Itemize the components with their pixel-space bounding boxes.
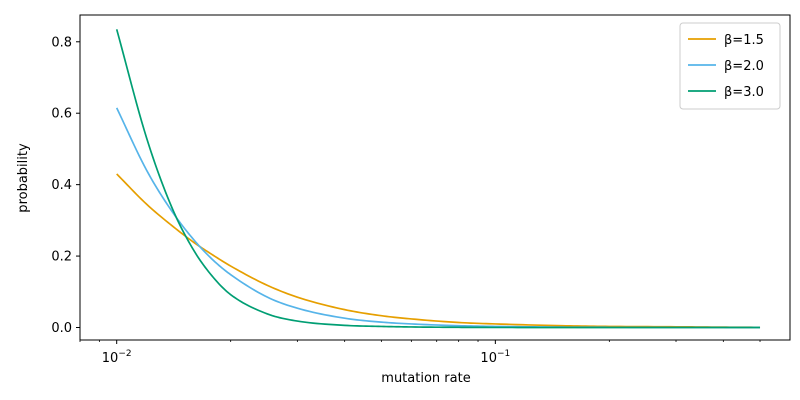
x-tick-label: 10−2 bbox=[102, 349, 132, 366]
y-tick-label: 0.8 bbox=[51, 35, 72, 50]
legend: β=1.5 β=2.0 β=3.0 bbox=[679, 22, 781, 110]
legend-label: β=3.0 bbox=[724, 85, 764, 100]
series-line-1 bbox=[115, 107, 761, 329]
x-tick-label: 10−1 bbox=[480, 349, 510, 366]
plot-frame bbox=[79, 14, 791, 341]
y-tick-label: 0.2 bbox=[51, 250, 72, 265]
x-tick-exponent: −1 bbox=[497, 349, 510, 359]
y-ticks: 0.0 0.2 0.4 0.6 0.8 bbox=[51, 35, 80, 336]
x-ticks: 10−2 10−1 bbox=[79, 340, 761, 366]
x-tick-base: 10 bbox=[480, 351, 497, 366]
plot-lines bbox=[115, 29, 761, 329]
y-tick-label: 0.6 bbox=[51, 107, 72, 122]
series-line-2 bbox=[115, 29, 761, 329]
series-line-0 bbox=[116, 173, 761, 329]
legend-label: β=1.5 bbox=[724, 33, 764, 48]
legend-label: β=2.0 bbox=[724, 59, 764, 74]
y-tick-label: 0.0 bbox=[51, 321, 72, 336]
y-tick-label: 0.4 bbox=[51, 178, 72, 193]
y-axis-label: probability bbox=[16, 143, 31, 213]
x-tick-exponent: −2 bbox=[118, 349, 131, 359]
x-axis-label: mutation rate bbox=[381, 371, 470, 386]
legend-box bbox=[679, 22, 781, 110]
x-tick-base: 10 bbox=[102, 351, 119, 366]
